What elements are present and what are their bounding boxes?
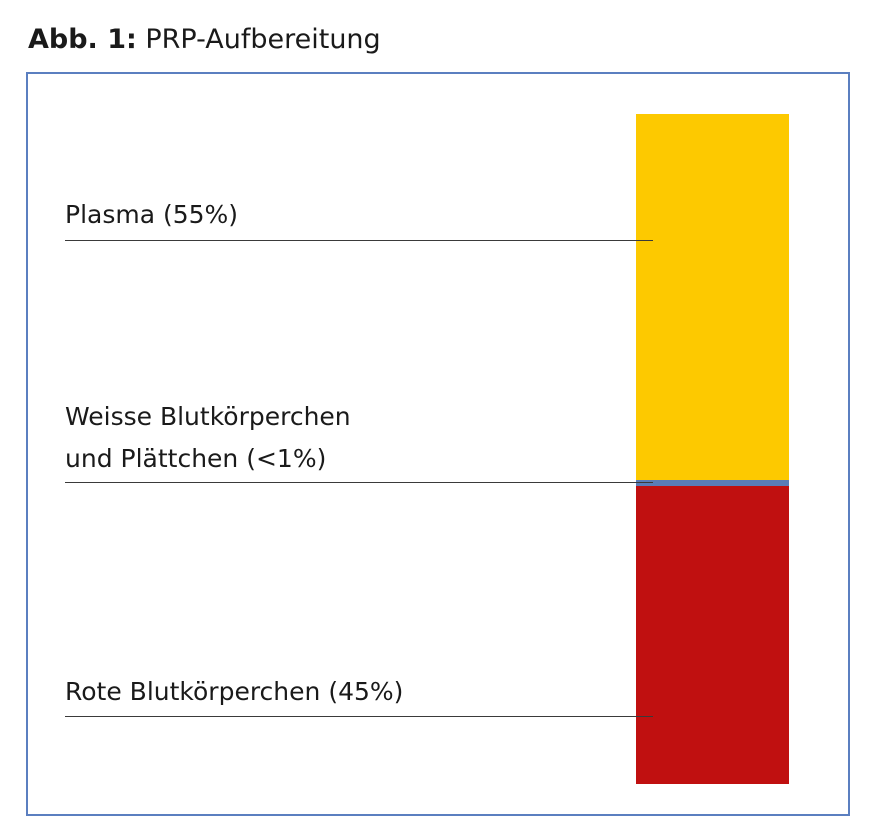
- buffy-coat-label-line2: und Plättchen (<1%): [65, 444, 327, 473]
- red-blood-cell-label: Rote Blutkörperchen (45%): [65, 677, 404, 706]
- plasma-leader-line: [65, 240, 653, 241]
- plasma-label: Plasma (55%): [65, 200, 239, 229]
- figure-number: Abb. 1:: [28, 24, 137, 55]
- figure-frame: [26, 72, 850, 816]
- figure-title: Abb. 1: PRP-Aufbereitung: [28, 20, 381, 60]
- red-blood-cell-leader-line: [65, 716, 653, 717]
- buffy-coat-leader-line: [65, 482, 653, 483]
- buffy-coat-layer: [636, 480, 789, 486]
- red-blood-cell-layer: [636, 486, 789, 784]
- buffy-coat-label-line1: Weisse Blutkörperchen: [65, 402, 351, 431]
- figure-title-text: PRP-Aufbereitung: [145, 24, 381, 55]
- plasma-layer: [636, 114, 789, 480]
